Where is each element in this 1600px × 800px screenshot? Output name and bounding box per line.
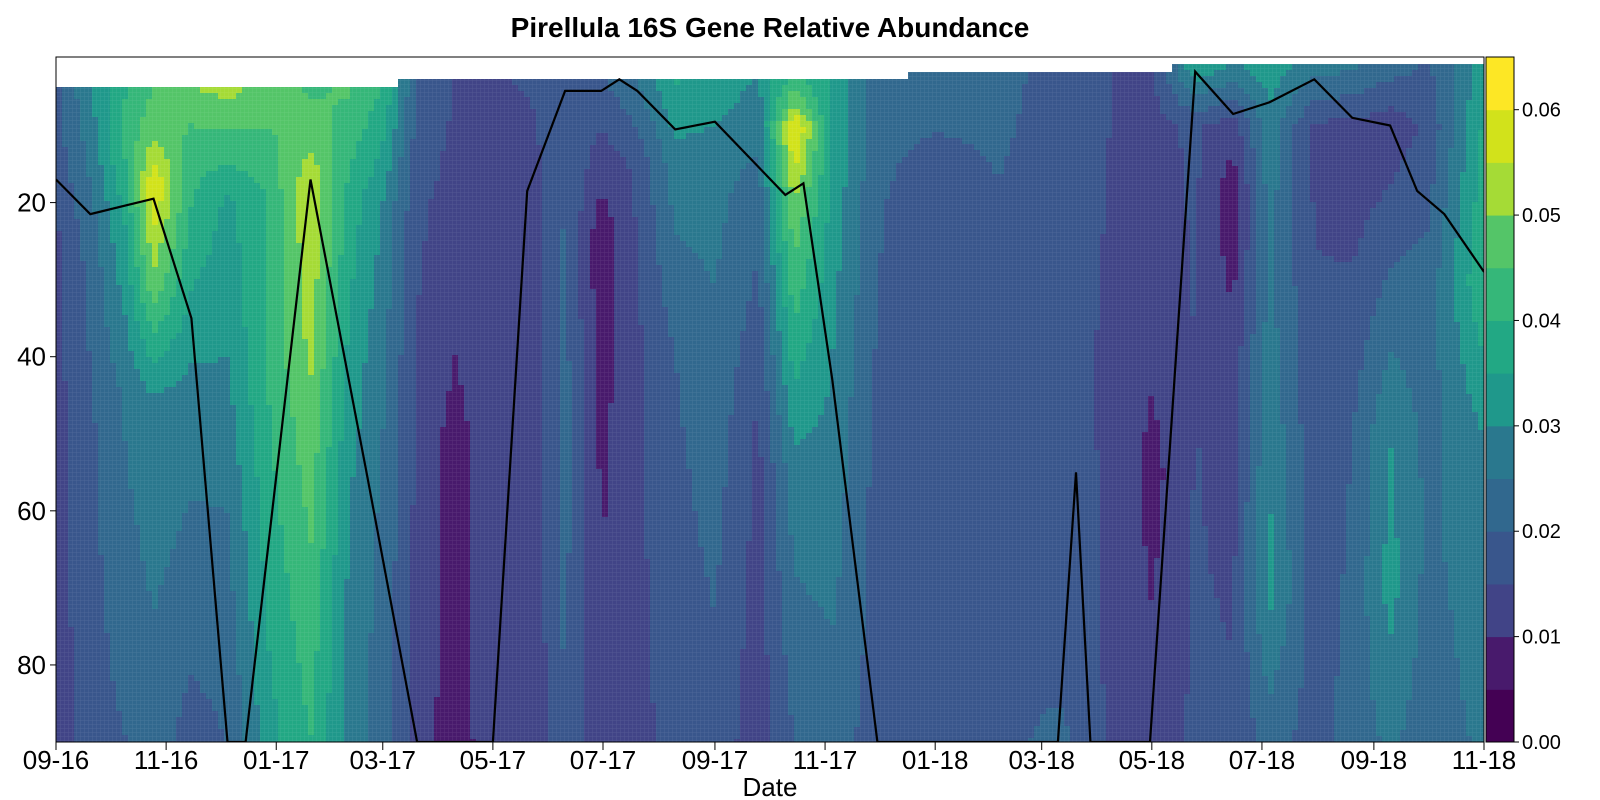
plot-area bbox=[56, 57, 1484, 742]
chart-title: Pirellula 16S Gene Relative Abundance bbox=[56, 12, 1484, 44]
